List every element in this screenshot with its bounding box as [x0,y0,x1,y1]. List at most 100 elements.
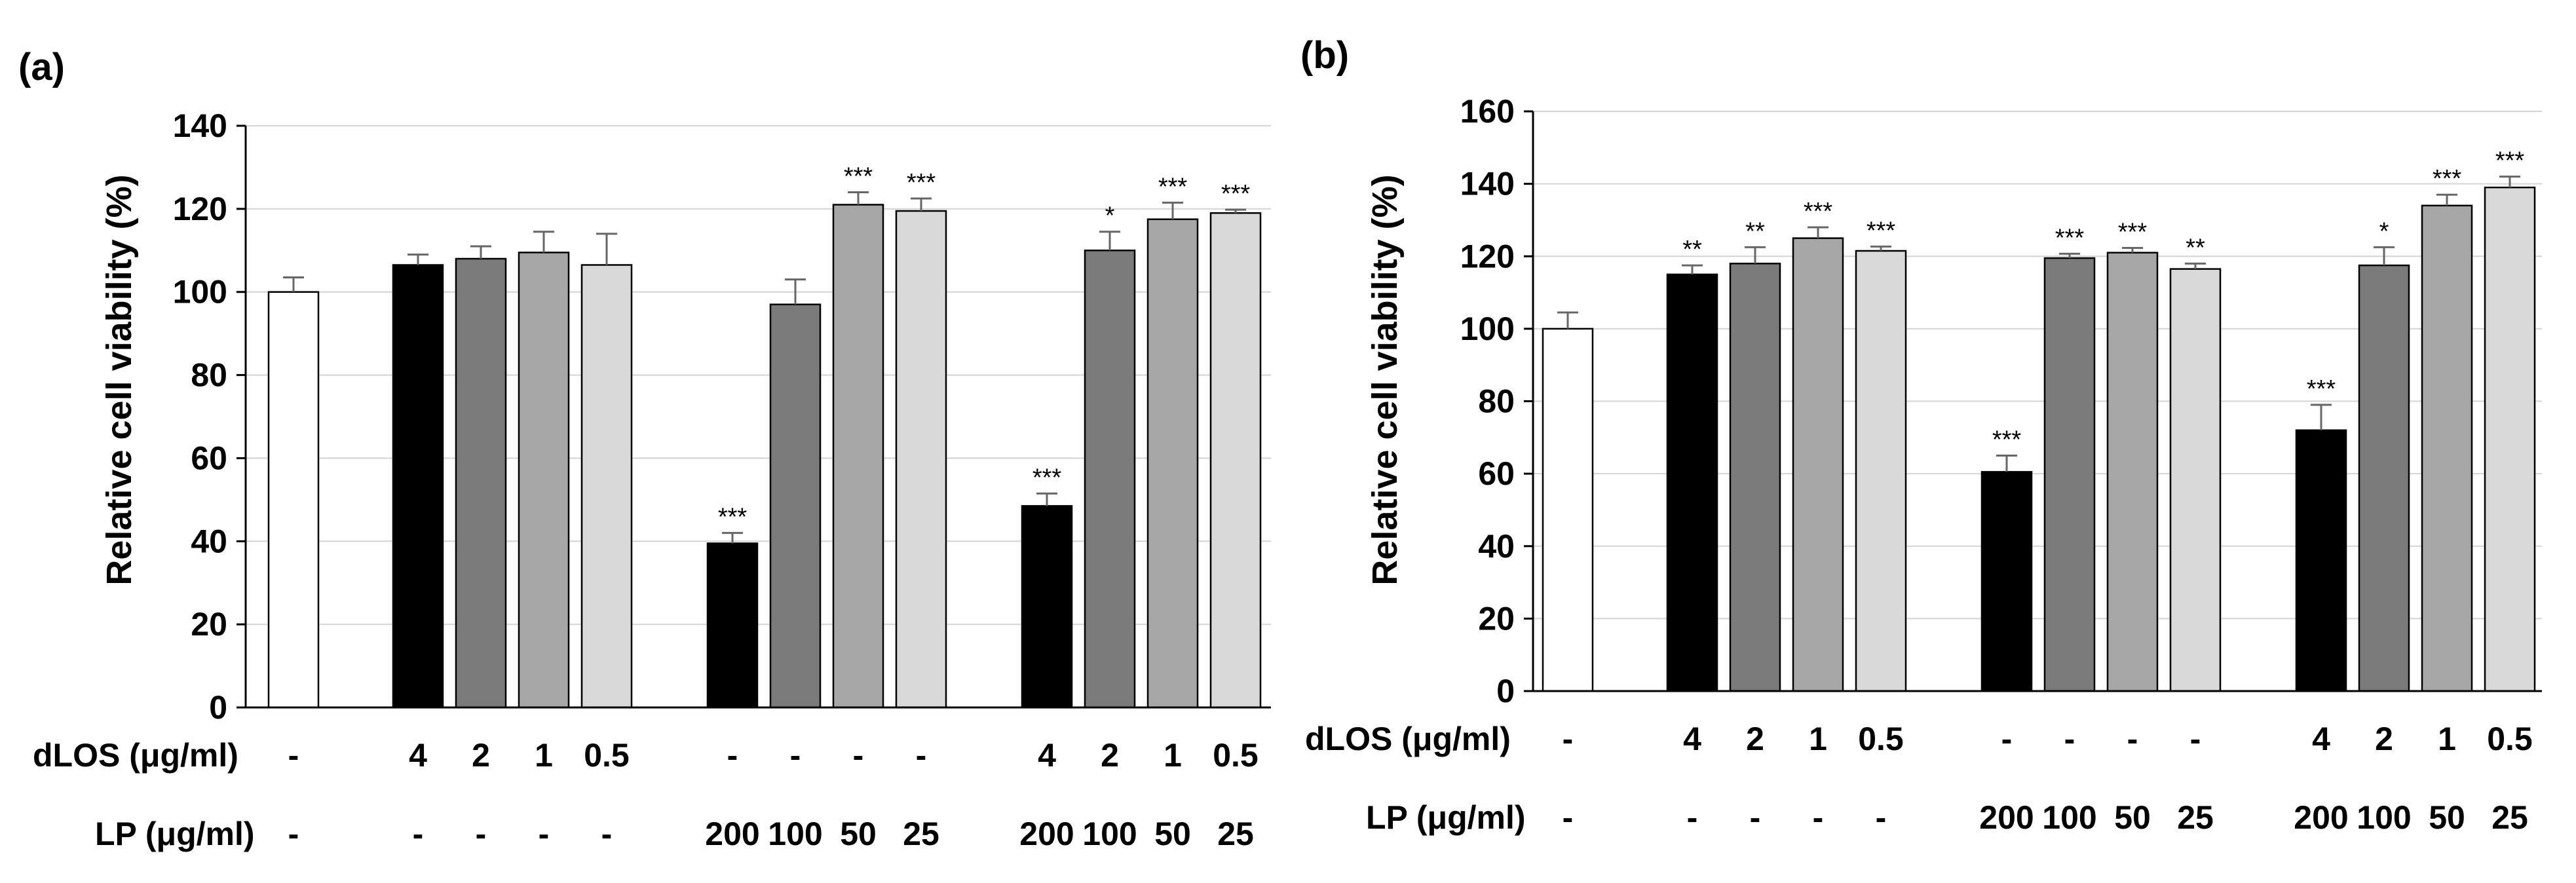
panel-a-lp-label: LP (μg/ml) [95,816,255,852]
panel-a-bar [706,542,759,709]
panel-b-dlos-value: - [2190,721,2201,757]
panel-b-bar [2106,252,2159,692]
panel-a-dlos-value: 0.5 [584,737,630,774]
panel-a-bar [392,264,444,709]
panel-a-bar [1209,212,1262,709]
panel-a-lp-value: - [476,816,487,852]
panel-a-significance: *** [844,162,873,190]
panel-b-dlos-value: 2 [2375,721,2393,757]
panel-b-ytick-label: 80 [1478,383,1515,420]
panel-a-ytick-label: 120 [173,191,227,227]
panel-a-ytick-label: 100 [173,274,227,310]
panel-a-dlos-value: - [916,737,927,774]
panel-a-significance: *** [1221,180,1251,208]
panel-b-dlos-value: 0.5 [1858,721,1904,757]
panel-a-bar [518,252,570,709]
panel-a-bar [832,204,884,709]
panel-b-significance: *** [1804,198,1833,225]
panel-a-ytick-label: 60 [191,440,227,476]
panel-b-ytick-label: 20 [1478,600,1515,637]
panel-b-lp-value: - [1563,799,1574,836]
panel-b-ytick-label: 100 [1460,310,1515,347]
panel-b-bar [2295,429,2347,692]
panel-a-dlos-value: 1 [1164,737,1182,774]
panel-b-ytick-label: 60 [1478,455,1515,492]
panel-b-bar [1542,328,1594,692]
panel-b-dlos-value: - [2127,721,2138,757]
panel-b-lp-value: 100 [2042,799,2096,836]
panel-a-ytick-label: 20 [191,606,227,643]
panel-b-significance: *** [2495,147,2525,175]
panel-a-ytick-label: 40 [191,523,227,559]
panel-a-bar [1084,250,1136,709]
panel-a-dlos-label: dLOS (μg/ml) [33,737,238,774]
panel-b-significance: *** [2433,165,2462,193]
panel-b-ytick-label: 0 [1496,673,1515,709]
panel-b-lp-value: 25 [2177,799,2214,836]
panel-a-ylabel: Relative cell viability (%) [100,174,139,585]
panel-a-lp-value: - [601,816,613,852]
panel-a-label: (a) [18,46,65,88]
panel-a-significance: * [1105,202,1115,230]
panel-a-dlos-value: 0.5 [1213,737,1259,774]
panel-a-bar [455,257,507,709]
panel-b-dlos-value: - [1563,721,1574,757]
panel-b-lp-value: - [1687,799,1698,836]
panel-b-lp-value: 50 [2429,799,2465,836]
panel-b-bar [1792,237,1844,692]
panel-a-lp-value: 50 [840,816,877,852]
panel-a-dlos-value: 4 [1038,737,1056,774]
panel-a-dlos-value: 1 [535,737,553,774]
panel-a-bar [895,210,947,709]
panel-a-lp-value: 200 [1019,816,1074,852]
panel-a-lp-value: 100 [768,816,822,852]
panel-a-lp-value: 25 [903,816,939,852]
panel-b-significance: *** [1866,217,1896,244]
panel-b-bar [1980,471,2033,692]
panel-a-lp-value: - [288,816,299,852]
panel-a-lp-value: 50 [1154,816,1191,852]
panel-b-label: (b) [1300,34,1349,77]
panel-a-dlos-value: - [727,737,738,774]
panel-a-bar [580,264,633,709]
panel-a-lp-value: - [539,816,550,852]
panel-b-ytick-label: 40 [1478,528,1515,565]
panel-b-dlos-label: dLOS (μg/ml) [1305,721,1511,757]
panel-a-significance: *** [1032,464,1062,491]
panel-a-lp-value: 200 [705,816,759,852]
panel-a-dlos-value: - [853,737,864,774]
panel-a-significance: *** [718,504,748,531]
panel-a-dlos-value: 2 [1101,737,1119,774]
panel-b-lp-value: 200 [1979,799,2034,836]
panel-a-bar [1146,218,1199,709]
panel-a-bar [769,303,822,709]
panel-b-bar [2484,186,2536,692]
panel-a-ytick-label: 0 [209,689,227,726]
panel-a-significance: *** [1158,173,1188,200]
panel-b-dlos-value: 4 [1683,721,1701,757]
panel-b-bar [1666,273,1718,692]
panel-a-dlos-value: 4 [409,737,427,774]
panel-a-lp-value: 25 [1217,816,1254,852]
panel-b-ylabel: Relative cell viability (%) [1365,174,1405,585]
panel-b-significance: * [2379,217,2389,245]
panel-b-bar [1855,250,1907,692]
panel-b-lp-value: - [1813,799,1824,836]
panel-b-significance: ** [1745,217,1765,245]
panel-b-ytick-label: 120 [1460,238,1515,274]
panel-a-plot: 020406080100120140--4-2-1-0.5-***-200-10… [173,107,1271,852]
panel-b-bar [2421,204,2473,692]
panel-b-significance: *** [2055,224,2085,252]
panel-b-plot: 020406080100120140160--**4-**2-***1-***0… [1460,93,2542,836]
panel-a-ytick-label: 140 [173,107,227,144]
panel-a-dlos-value: 2 [472,737,490,774]
panel-b-dlos-value: 0.5 [2487,721,2533,757]
panel-b-significance: *** [2307,375,2336,403]
panel-b-dlos-value: 1 [1809,721,1827,757]
panel-b-dlos-value: 4 [2312,721,2330,757]
panel-b-ytick-label: 140 [1460,166,1515,202]
panel-a-ytick-label: 80 [191,357,227,394]
panel-b-ytick-label: 160 [1460,93,1515,130]
panel-b-bar [2358,264,2410,692]
